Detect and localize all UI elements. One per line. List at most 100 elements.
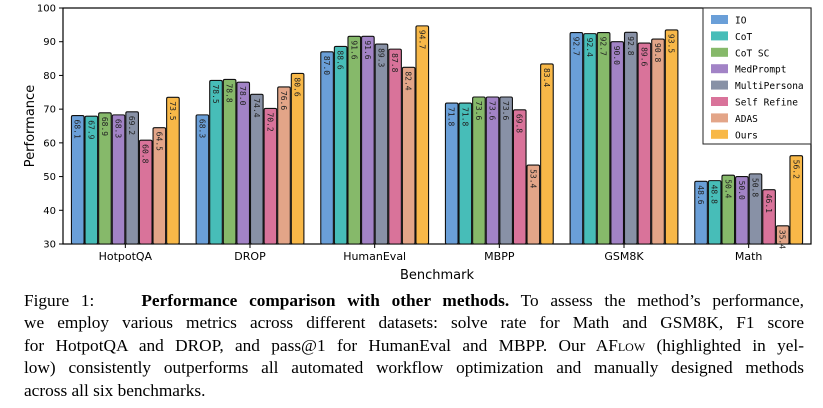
data-label: 91.6 xyxy=(363,40,372,59)
bar-self-refine xyxy=(512,109,527,245)
bar-multipersona xyxy=(125,111,139,245)
data-label: 67.9 xyxy=(86,120,95,139)
data-label: 83.4 xyxy=(542,68,551,87)
data-label: 71.8 xyxy=(460,107,469,126)
y-tick-label: 70 xyxy=(43,105,56,116)
data-label: 90.8 xyxy=(653,43,662,62)
bar-ours xyxy=(789,155,804,245)
bar-self-refine xyxy=(762,189,776,245)
data-label: 64.5 xyxy=(154,132,163,151)
bar-io xyxy=(694,180,708,245)
bar-io xyxy=(569,32,584,245)
data-label: 78.5 xyxy=(211,84,220,103)
data-label: 78.0 xyxy=(238,86,247,105)
data-label: 35.4 xyxy=(778,230,787,249)
data-label: 91.6 xyxy=(349,40,358,59)
data-label: 76.6 xyxy=(279,91,288,110)
x-tick-label: DROP xyxy=(234,250,266,263)
data-label: 87.0 xyxy=(322,56,331,75)
bar-medprompt xyxy=(361,35,375,245)
legend-label: CoT xyxy=(735,32,752,43)
data-label: 92.4 xyxy=(585,38,594,57)
legend-swatch xyxy=(711,64,728,74)
data-label: 68.3 xyxy=(114,119,123,138)
bar-ours xyxy=(540,63,554,245)
legend-label: MedPrompt xyxy=(735,65,786,76)
bar-io xyxy=(70,114,85,245)
y-tick-label: 40 xyxy=(43,206,56,217)
bar-self-refine xyxy=(388,48,402,245)
bar-cot-sc xyxy=(347,35,362,245)
x-tick-label: GSM8K xyxy=(604,250,644,263)
data-label: 73.6 xyxy=(474,101,483,120)
data-label: 89.6 xyxy=(639,47,648,66)
x-tick-label: HumanEval xyxy=(343,250,406,263)
data-label: 89.3 xyxy=(376,48,385,67)
bar-medprompt xyxy=(111,114,126,245)
bar-cot xyxy=(707,180,722,245)
bar-adas xyxy=(526,164,541,245)
bar-multipersona xyxy=(374,43,389,245)
caption-bold-title: Performance comparison with other method… xyxy=(141,291,510,310)
bar-medprompt xyxy=(485,96,500,245)
data-label: 50.4 xyxy=(723,179,732,198)
bar-cot xyxy=(458,102,473,245)
caption-text: for HotpotQA and DROP, and pass@1 for Hu… xyxy=(24,335,609,355)
bar-cot-sc xyxy=(222,78,237,245)
caption-method-name: Flow xyxy=(608,335,646,355)
caption-line-5: across all six benchmarks. xyxy=(24,380,206,400)
data-label: 94.7 xyxy=(417,30,426,49)
bar-chart: 30 40 50 60 70 80 90 100 Performance Benchmark Hot… xyxy=(23,4,812,283)
data-label: 92.7 xyxy=(599,37,608,56)
legend-swatch xyxy=(711,15,728,24)
bar-adas xyxy=(277,86,291,245)
caption-line-2: we employ various metrics across differe… xyxy=(24,313,804,333)
data-label: 73.5 xyxy=(168,101,177,120)
x-tick-label: MBPP xyxy=(484,250,515,263)
data-label: 53.4 xyxy=(528,169,537,188)
legend-label: Self Refine xyxy=(735,98,798,109)
data-label: 69.2 xyxy=(127,116,136,135)
bar-adas xyxy=(152,127,167,245)
data-label: 48.6 xyxy=(696,185,705,204)
data-label: 88.6 xyxy=(336,50,345,69)
bar-adas xyxy=(401,66,416,245)
bar-adas xyxy=(775,225,790,245)
data-label: 50.0 xyxy=(737,181,746,200)
bar-multipersona xyxy=(249,93,264,245)
legend-swatch xyxy=(711,47,728,57)
x-tick-label: Math xyxy=(735,250,763,263)
legend-swatch xyxy=(711,129,728,139)
data-label: 90.0 xyxy=(612,46,621,65)
data-label: 92.8 xyxy=(626,36,635,55)
legend-label: MultiPersona xyxy=(735,81,804,92)
data-label: 78.8 xyxy=(225,83,234,102)
bar-cot xyxy=(333,45,348,245)
legend-label: IO xyxy=(735,16,747,27)
legend-label: Ours xyxy=(735,130,758,141)
data-label: 73.6 xyxy=(501,101,510,120)
bar-io xyxy=(320,51,334,245)
bar-medprompt xyxy=(735,176,749,245)
legend-swatch xyxy=(711,80,728,90)
data-label: 70.2 xyxy=(265,112,274,131)
legend-swatch xyxy=(711,97,728,106)
y-tick-label: 60 xyxy=(43,138,56,149)
data-label: 73.6 xyxy=(488,101,497,120)
caption-line-3: for HotpotQA and DROP, and pass@1 for Hu… xyxy=(24,335,804,357)
data-label: 92.7 xyxy=(571,37,580,56)
data-label: 50.8 xyxy=(750,178,759,197)
bar-cot xyxy=(209,79,223,245)
bar-cot xyxy=(583,33,597,245)
caption-label: Figure 1: xyxy=(24,291,95,310)
data-label: 68.1 xyxy=(73,120,82,139)
data-label: 80.6 xyxy=(293,77,302,96)
data-label: 68.9 xyxy=(100,117,109,136)
bar-multipersona xyxy=(499,96,513,245)
y-tick-label: 30 xyxy=(43,240,56,251)
legend-swatch xyxy=(711,113,728,123)
data-label: 82.4 xyxy=(404,71,413,90)
data-label: 60.8 xyxy=(141,144,150,163)
bar-cot-sc xyxy=(721,174,736,245)
bar-io xyxy=(444,102,459,245)
